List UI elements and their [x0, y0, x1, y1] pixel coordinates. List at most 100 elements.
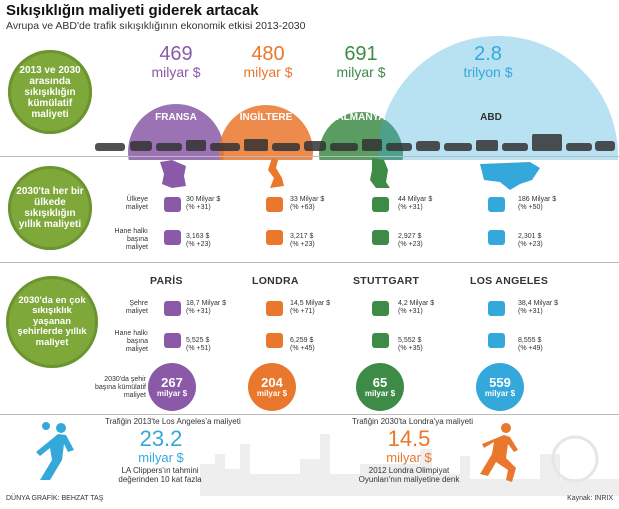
- paris-house-cost-value: 5,525 $: [186, 337, 210, 344]
- house-icon: [266, 333, 283, 348]
- briefcase-icon: [266, 301, 283, 316]
- london-house-cost: 6,259 $ (% +45): [290, 337, 315, 353]
- section2-label-circle: 2030'ta her bir ülkede sıkışıklığın yıll…: [8, 166, 92, 250]
- paris-cumulative-value: 267: [161, 375, 183, 390]
- house-icon: [266, 230, 283, 245]
- briefcase-icon: [372, 197, 389, 212]
- london-house-cost-value: 6,259 $: [290, 337, 314, 344]
- paris-cumulative-circle: 267 milyar $: [148, 363, 196, 411]
- paris-cumulative-unit: milyar $: [156, 389, 188, 398]
- la-city-cost: 38,4 Milyar $ (% +31): [518, 300, 558, 316]
- bottom-left-value: 23.2: [139, 426, 183, 451]
- row-label-household-cost: Hane halkı başına maliyet: [114, 228, 148, 251]
- stuttgart-cumulative-unit: milyar $: [364, 389, 396, 398]
- uk-house-cost-pct: (% +23): [290, 241, 315, 248]
- la-house-cost-value: 8,555 $: [518, 337, 542, 344]
- france-map-icon: [160, 160, 186, 188]
- paris-house-cost-pct: (% +51): [186, 345, 211, 352]
- row-label-city-cumulative: 2030'da şehir başına kümülatif maliyet: [95, 376, 146, 399]
- germany-house-cost-pct: (% +23): [398, 241, 423, 248]
- bottom-left-title: Trafiğin 2013'te Los Angeles'a maliyeti: [105, 417, 241, 426]
- house-icon: [488, 333, 505, 348]
- usa-value: 2.8: [474, 43, 502, 65]
- row-label-city-household: Hane halkı başına maliyet: [114, 330, 148, 353]
- paris-house-cost: 5,525 $ (% +51): [186, 337, 211, 353]
- page-title: Sıkışıklığın maliyeti giderek artacak: [6, 2, 259, 19]
- stuttgart-cumulative-value: 65: [372, 375, 388, 390]
- section3-label: 2030'da en çok sıkışıklık yaşanan şehirl…: [17, 294, 87, 348]
- city-name-london: LONDRA: [252, 275, 299, 287]
- row-label-city-cost: Şehre maliyet: [125, 300, 148, 315]
- la-cumulative-unit: milyar $: [484, 389, 516, 398]
- paris-city-cost: 18,7 Milyar $ (% +31): [186, 300, 226, 316]
- uk-country-cost: 33 Milyar $ (% +63): [290, 196, 324, 212]
- section2-label: 2030'ta her bir ülkede sıkışıklığın yıll…: [16, 186, 84, 230]
- country-name-usa: ABD: [480, 112, 502, 123]
- section1-label-circle: 2013 ve 2030 arasında sıkışıklığın kümül…: [8, 50, 92, 134]
- germany-country-cost-pct: (% +31): [398, 204, 423, 211]
- usa-unit: trilyon $: [463, 64, 513, 80]
- usa-house-cost-value: 2,301 $: [518, 233, 542, 240]
- london-city-cost-pct: (% +71): [290, 308, 315, 315]
- germany-map-icon: [370, 158, 390, 188]
- bottom-right-note: 2012 Londra Olimpiyat Oyunları'nın maliy…: [358, 466, 460, 484]
- germany-country-cost: 44 Milyar $ (% +31): [398, 196, 432, 212]
- germany-country-cost-value: 44 Milyar $: [398, 196, 433, 203]
- la-house-cost-pct: (% +49): [518, 345, 543, 352]
- divider-2: [0, 262, 619, 263]
- paris-city-cost-value: 18,7 Milyar $: [186, 300, 227, 307]
- country-maps: [160, 158, 540, 190]
- stuttgart-house-cost-pct: (% +35): [398, 345, 423, 352]
- city-name-paris: PARİS: [150, 275, 183, 287]
- usa-cumulative: 2.8 trilyon $: [448, 44, 528, 80]
- runner-icon: [480, 423, 518, 482]
- section1-label: 2013 ve 2030 arasında sıkışıklığın kümül…: [19, 64, 81, 120]
- house-icon: [488, 230, 505, 245]
- divider-3: [0, 414, 619, 415]
- dome-chart: [95, 36, 618, 160]
- france-unit: milyar $: [151, 64, 201, 80]
- germany-house-cost: 2,927 $ (% +23): [398, 233, 423, 249]
- stuttgart-city-cost-pct: (% +31): [398, 308, 423, 315]
- footer-credit: DÜNYA GRAFİK: BEHZAT TAŞ: [6, 495, 104, 502]
- germany-cumulative: 691 milyar $: [325, 44, 397, 80]
- france-country-cost-pct: (% +31): [186, 204, 211, 211]
- country-name-france: FRANSA: [155, 112, 197, 123]
- uk-unit: milyar $: [243, 64, 293, 80]
- briefcase-icon: [164, 197, 181, 212]
- la-city-cost-value: 38,4 Milyar $: [518, 300, 559, 307]
- usa-country-cost: 186 Milyar $ (% +50): [518, 196, 556, 212]
- house-icon: [372, 230, 389, 245]
- paris-city-cost-pct: (% +31): [186, 308, 211, 315]
- city-skyline: [200, 434, 619, 496]
- germany-house-cost-value: 2,927 $: [398, 233, 422, 240]
- france-country-cost: 30 Milyar $ (% +31): [186, 196, 220, 212]
- stuttgart-city-cost-value: 4,2 Milyar $: [398, 300, 435, 307]
- stuttgart-house-cost: 5,552 $ (% +35): [398, 337, 423, 353]
- dome-usa: [378, 36, 618, 160]
- uk-house-cost-value: 3,217 $: [290, 233, 314, 240]
- uk-house-cost: 3,217 $ (% +23): [290, 233, 315, 249]
- germany-unit: milyar $: [336, 64, 386, 80]
- uk-country-cost-pct: (% +63): [290, 204, 315, 211]
- london-house-cost-pct: (% +45): [290, 345, 315, 352]
- page-subtitle: Avrupa ve ABD'de trafik sıkışıklığının e…: [6, 20, 306, 32]
- stuttgart-city-cost: 4,2 Milyar $ (% +31): [398, 300, 434, 316]
- usa-house-cost: 2,301 $ (% +23): [518, 233, 543, 249]
- bottom-left-note: LA Clippers'ın tahmini değerinden 10 kat…: [118, 466, 202, 484]
- briefcase-icon: [488, 301, 505, 316]
- bottom-left-unit: milyar $: [138, 450, 184, 465]
- briefcase-icon: [164, 301, 181, 316]
- usa-house-cost-pct: (% +23): [518, 241, 543, 248]
- la-cumulative-circle: 559 milyar $: [476, 363, 524, 411]
- la-house-cost: 8,555 $ (% +49): [518, 337, 543, 353]
- house-icon: [164, 333, 181, 348]
- row-label-country-cost: Ülkeye maliyet: [125, 196, 148, 211]
- usa-country-cost-pct: (% +50): [518, 204, 543, 211]
- london-cumulative-circle: 204 milyar $: [248, 363, 296, 411]
- city-name-stuttgart: STUTTGART: [353, 275, 420, 287]
- uk-value: 480: [251, 43, 285, 65]
- france-house-cost-pct: (% +23): [186, 241, 211, 248]
- la-cumulative-value: 559: [489, 375, 511, 390]
- divider-1: [0, 156, 619, 157]
